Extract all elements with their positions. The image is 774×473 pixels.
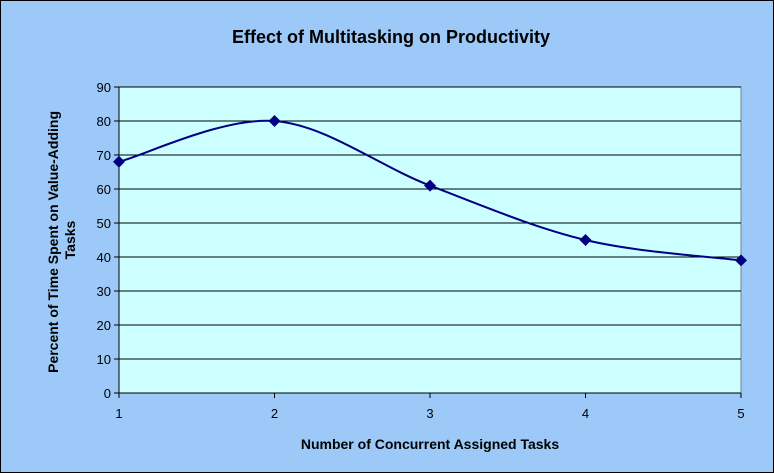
y-tick-label: 60 bbox=[97, 182, 111, 197]
data-point bbox=[113, 155, 125, 168]
data-markers bbox=[113, 115, 747, 267]
y-tick-label: 10 bbox=[97, 352, 111, 367]
y-axis-ticks: 0 10 20 30 40 50 60 70 80 90 bbox=[97, 80, 119, 401]
y-tick-label: 80 bbox=[97, 114, 111, 129]
y-axis-label-line-2: Tasks bbox=[62, 220, 78, 259]
x-tick-label: 3 bbox=[426, 406, 433, 421]
y-tick-label: 90 bbox=[97, 80, 111, 95]
x-tick-label: 4 bbox=[582, 406, 589, 421]
y-tick-label: 50 bbox=[97, 216, 111, 231]
x-tick-label: 2 bbox=[271, 406, 278, 421]
y-axis-label: Percent of Time Spent on Value-Adding Ta… bbox=[45, 107, 78, 373]
x-tick-label: 1 bbox=[115, 406, 122, 421]
chart-title: Effect of Multitasking on Productivity bbox=[232, 27, 550, 47]
plot-area bbox=[118, 86, 742, 394]
y-axis-label-line-1: Percent of Time Spent on Value-Adding bbox=[45, 111, 61, 373]
x-tick-label: 5 bbox=[737, 406, 744, 421]
data-point bbox=[735, 254, 747, 267]
y-tick-label: 20 bbox=[97, 318, 111, 333]
x-axis-ticks: 1 2 3 4 5 bbox=[115, 393, 745, 421]
data-point bbox=[579, 234, 592, 246]
y-tick-label: 30 bbox=[97, 284, 111, 299]
data-point bbox=[268, 115, 281, 127]
y-tick-label: 70 bbox=[97, 148, 111, 163]
x-axis-label: Number of Concurrent Assigned Tasks bbox=[301, 436, 559, 452]
y-tick-label: 0 bbox=[104, 386, 111, 401]
y-tick-label: 40 bbox=[97, 250, 111, 265]
data-point bbox=[424, 179, 436, 192]
